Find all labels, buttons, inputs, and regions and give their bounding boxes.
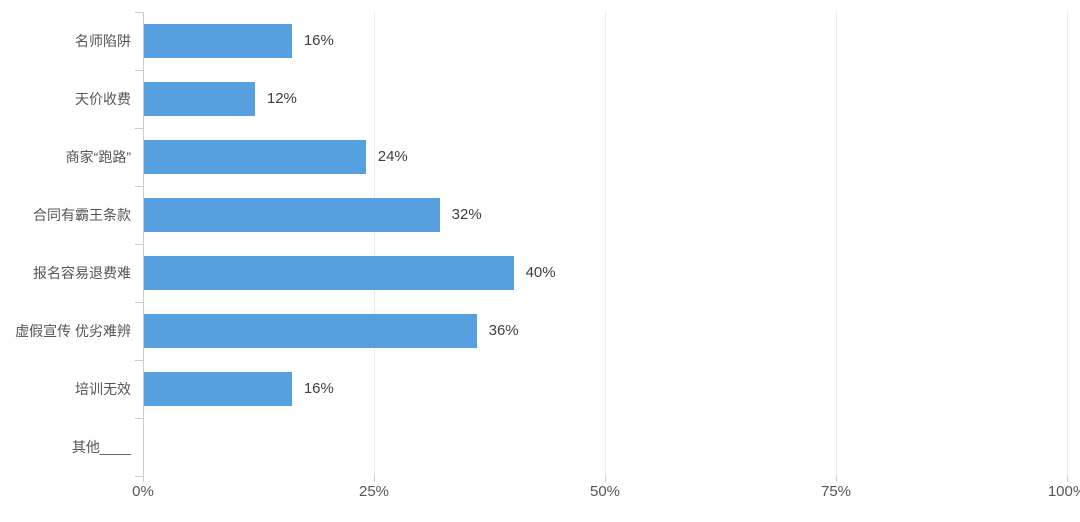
gridline-100% — [1066, 12, 1068, 476]
bar-培训无效 — [144, 372, 292, 406]
y-tick-mark — [135, 360, 143, 361]
value-label: 36% — [488, 322, 519, 339]
y-axis-line — [143, 12, 144, 476]
x-tick-label: 75% — [820, 483, 852, 500]
y-tick-mark — [135, 186, 143, 187]
bar-名师陷阱 — [144, 24, 292, 58]
category-label: 其他____ — [71, 439, 131, 455]
category-label: 天价收费 — [75, 91, 131, 107]
category-label: 名师陷阱 — [75, 33, 131, 49]
bar-报名容易退费难 — [144, 256, 514, 290]
category-label: 虚假宣传 优劣难辨 — [15, 323, 131, 339]
value-label: 32% — [451, 206, 482, 223]
value-label: 24% — [377, 148, 408, 165]
x-tick-mark — [604, 476, 606, 482]
x-tick-mark — [142, 476, 144, 482]
category-label: 合同有霸王条款 — [33, 207, 131, 223]
value-label: 16% — [303, 380, 334, 397]
value-label: 12% — [266, 90, 297, 107]
gridline-25% — [373, 12, 375, 476]
y-tick-mark — [135, 244, 143, 245]
value-label: 16% — [303, 32, 334, 49]
y-tick-mark — [135, 302, 143, 303]
x-tick-label: 50% — [589, 483, 621, 500]
x-tick-label: 100% — [1047, 483, 1080, 500]
bar-虚假宣传 优劣难辨 — [144, 314, 477, 348]
y-tick-mark — [135, 418, 143, 419]
value-label: 40% — [525, 264, 556, 281]
bar-商家“跑路” — [144, 140, 366, 174]
y-tick-mark — [135, 128, 143, 129]
gridline-50% — [604, 12, 606, 476]
x-tick-mark — [373, 476, 375, 482]
category-label: 报名容易退费难 — [33, 265, 131, 281]
y-tick-mark — [135, 70, 143, 71]
category-label: 商家“跑路” — [65, 149, 131, 165]
x-tick-mark — [1066, 476, 1068, 482]
x-tick-mark — [835, 476, 837, 482]
y-tick-mark — [135, 12, 143, 13]
bar-天价收费 — [144, 82, 255, 116]
x-tick-label: 0% — [132, 483, 154, 500]
x-tick-label: 25% — [358, 483, 390, 500]
category-label: 培训无效 — [75, 381, 131, 397]
y-tick-mark — [135, 476, 143, 477]
gridline-75% — [835, 12, 837, 476]
bar-合同有霸王条款 — [144, 198, 440, 232]
